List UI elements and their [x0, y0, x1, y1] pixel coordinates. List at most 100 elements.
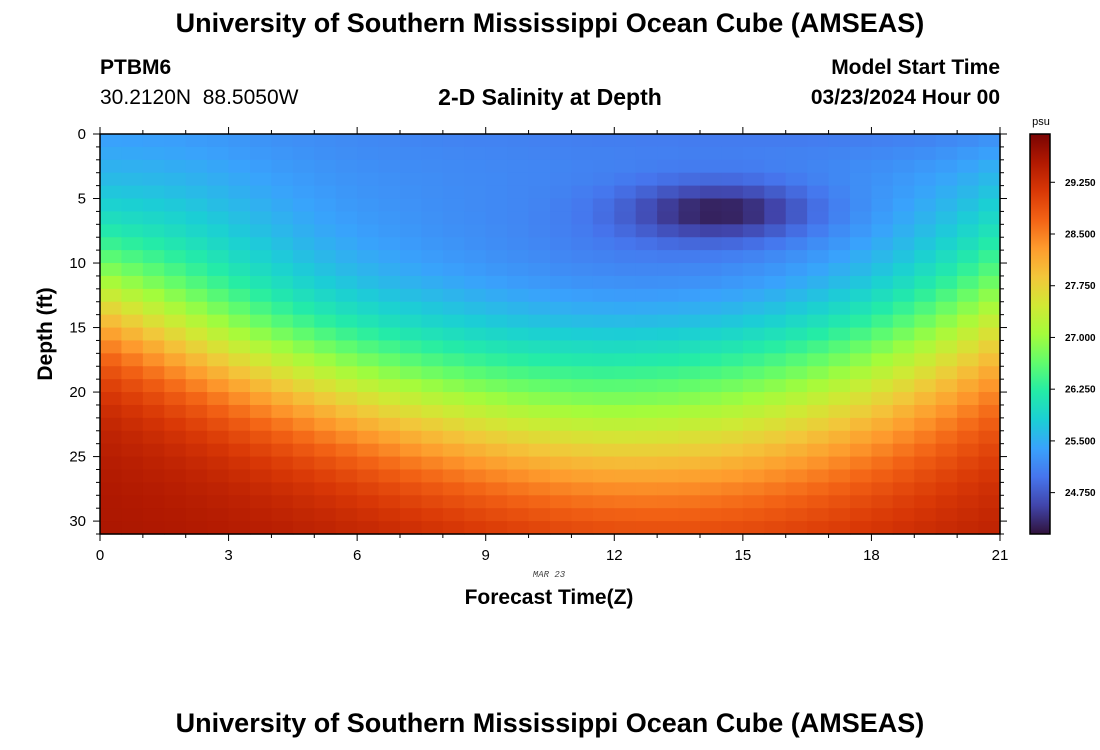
- heatmap-cell: [721, 327, 744, 342]
- heatmap-cell: [228, 379, 251, 393]
- heatmap-cell: [978, 172, 1001, 187]
- heatmap-cell: [400, 301, 423, 316]
- heatmap-cell: [400, 198, 423, 213]
- heatmap-cell: [678, 237, 701, 251]
- heatmap-cell: [871, 327, 894, 342]
- heatmap-cell: [292, 275, 315, 290]
- heatmap-cell: [378, 482, 401, 496]
- heatmap-cell: [571, 237, 594, 251]
- heatmap-cell: [507, 417, 530, 432]
- heatmap-cell: [807, 146, 830, 161]
- heatmap-cell: [807, 495, 830, 509]
- heatmap-cell: [378, 288, 401, 303]
- heatmap-cell: [250, 430, 273, 445]
- heatmap-cell: [357, 237, 380, 251]
- heatmap-cell: [228, 404, 251, 419]
- heatmap-cell: [571, 392, 594, 406]
- heatmap-cell: [550, 250, 573, 264]
- heatmap-cell: [335, 521, 358, 535]
- heatmap-cell: [164, 250, 187, 264]
- heatmap-cell: [764, 482, 787, 496]
- y-tick-label: 25: [69, 449, 86, 466]
- heatmap-cell: [250, 482, 273, 496]
- heatmap-cell: [978, 417, 1001, 432]
- heatmap-cell: [828, 392, 851, 406]
- heatmap-cell: [378, 237, 401, 251]
- heatmap-cell: [228, 159, 251, 174]
- heatmap-cell: [164, 288, 187, 303]
- heatmap-cell: [164, 495, 187, 509]
- heatmap-cell: [571, 198, 594, 213]
- heatmap-cell: [507, 495, 530, 509]
- heatmap-cell: [764, 456, 787, 471]
- heatmap-cell: [978, 495, 1001, 509]
- heatmap-cell: [292, 327, 315, 342]
- heatmap-cell: [914, 134, 937, 148]
- heatmap-cell: [121, 134, 144, 148]
- heatmap-cell: [464, 353, 487, 367]
- heatmap-cell: [250, 275, 273, 290]
- heatmap-cell: [485, 353, 508, 367]
- heatmap-cell: [571, 404, 594, 419]
- heatmap-cell: [764, 404, 787, 419]
- colorbar-tick-label: 26.250: [1065, 385, 1096, 396]
- heatmap-cell: [464, 340, 487, 354]
- heatmap-cell: [700, 340, 723, 354]
- heatmap-cell: [185, 301, 208, 316]
- heatmap-cell: [228, 224, 251, 238]
- heatmap-cell: [421, 314, 444, 329]
- heatmap-cell: [935, 469, 958, 483]
- heatmap-cell: [721, 159, 744, 174]
- heatmap-cell: [528, 172, 551, 187]
- heatmap-cell: [378, 353, 401, 367]
- heatmap-cell: [185, 469, 208, 483]
- heatmap-cell: [142, 495, 165, 509]
- heatmap-cell: [657, 379, 680, 393]
- heatmap-cell: [914, 275, 937, 290]
- axis-ticks: [93, 127, 1007, 541]
- heatmap-cell: [121, 443, 144, 458]
- heatmap-cell: [807, 275, 830, 290]
- heatmap-cell: [357, 340, 380, 354]
- heatmap-cell: [871, 353, 894, 367]
- heatmap-cell: [571, 146, 594, 161]
- heatmap-cell: [807, 198, 830, 213]
- heatmap-cell: [357, 134, 380, 148]
- heatmap-cell: [207, 366, 230, 380]
- heatmap-cell: [785, 146, 808, 161]
- heatmap-cell: [442, 430, 465, 445]
- heatmap-cell: [764, 340, 787, 354]
- heatmap-cell: [314, 443, 337, 458]
- heatmap-cell: [314, 366, 337, 380]
- heatmap-cell: [485, 146, 508, 161]
- heatmap-cell: [764, 275, 787, 290]
- heatmap-cell: [892, 508, 915, 522]
- heatmap-cell: [742, 521, 765, 535]
- x-tick-label: 18: [863, 547, 880, 564]
- heatmap-cell: [442, 224, 465, 238]
- heatmap-cell: [507, 211, 530, 225]
- heatmap-cell: [871, 185, 894, 200]
- heatmap-cell: [764, 469, 787, 483]
- heatmap-cell: [185, 340, 208, 354]
- heatmap-cell: [807, 443, 830, 458]
- heatmap-cell: [614, 263, 637, 277]
- heatmap-cell: [164, 146, 187, 161]
- heatmap-cell: [742, 456, 765, 471]
- heatmap-cell: [807, 353, 830, 367]
- heatmap-cell: [657, 469, 680, 483]
- heatmap-cell: [421, 134, 444, 148]
- heatmap-cell: [207, 482, 230, 496]
- heatmap-cell: [657, 211, 680, 225]
- heatmap-cell: [100, 443, 123, 458]
- heatmap-cell: [335, 392, 358, 406]
- heatmap-cell: [528, 263, 551, 277]
- heatmap-cell: [442, 211, 465, 225]
- heatmap-cell: [357, 430, 380, 445]
- heatmap-cell: [485, 185, 508, 200]
- heatmap-cell: [700, 288, 723, 303]
- heatmap-cell: [378, 224, 401, 238]
- x-tick-label: 12: [606, 547, 623, 564]
- heatmap-cell: [678, 275, 701, 290]
- heatmap-cell: [807, 379, 830, 393]
